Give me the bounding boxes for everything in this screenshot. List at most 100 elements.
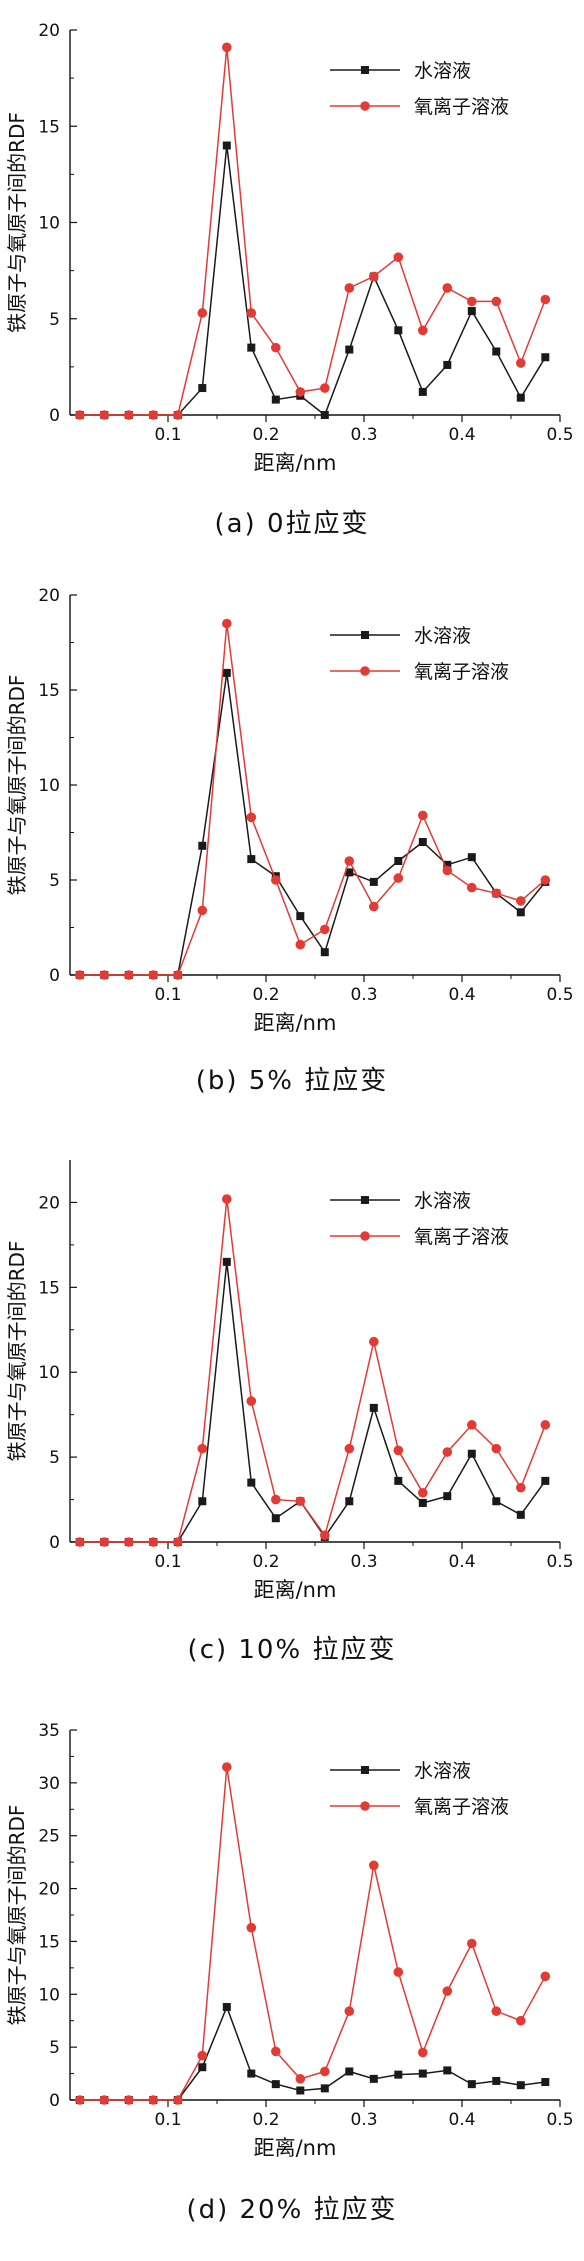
data-point-series-1 (222, 1257, 231, 1266)
legend-label-2: 氧离子溶液 (414, 661, 509, 683)
data-point-series-2 (418, 1487, 428, 1498)
y-tick-label: 25 (38, 1827, 60, 1847)
data-point-series-2 (246, 1922, 257, 1933)
data-point-series-2 (246, 812, 257, 823)
data-point-series-1 (418, 838, 427, 846)
data-point-series-2 (393, 252, 404, 262)
data-point-series-1 (296, 2086, 305, 2095)
data-point-series-2 (516, 358, 526, 368)
x-axis-label: 距离/nm (254, 2136, 337, 2160)
y-tick-label: 20 (38, 1193, 60, 1213)
data-point-series-2 (75, 2095, 85, 2105)
data-point-series-1 (443, 360, 452, 369)
x-tick-label: 0.2 (252, 1552, 279, 1572)
y-tick-label: 0 (49, 2091, 60, 2111)
y-axis-label: 铁原子与氧原子间的RDF (5, 112, 29, 333)
x-tick-label: 0.2 (252, 985, 279, 1005)
legend-marker-2 (360, 101, 370, 111)
x-tick-label: 0.1 (154, 1552, 181, 1572)
data-point-series-1 (198, 2063, 207, 2072)
legend-marker-1 (361, 66, 369, 74)
data-point-series-2 (124, 1537, 134, 1547)
data-point-series-2 (418, 2047, 428, 2058)
y-tick-label: 10 (38, 1363, 60, 1383)
data-point-series-2 (197, 2050, 208, 2061)
legend-marker-2 (360, 1231, 370, 1241)
data-point-series-2 (271, 875, 281, 885)
data-point-series-1 (222, 2002, 231, 2011)
legend-label-2: 氧离子溶液 (414, 1796, 509, 1818)
x-tick-label: 0.5 (546, 425, 573, 445)
data-point-series-2 (271, 1494, 281, 1505)
series-line-1 (79, 1261, 546, 1543)
x-tick-label: 0.3 (350, 425, 377, 445)
data-point-series-1 (198, 1497, 207, 1506)
data-point-series-2 (467, 296, 477, 307)
data-point-series-1 (320, 411, 329, 419)
legend-label-2: 氧离子溶液 (414, 96, 509, 118)
data-point-series-2 (393, 873, 404, 883)
data-point-series-2 (99, 970, 110, 980)
y-tick-label: 20 (38, 21, 60, 41)
data-point-series-2 (222, 1194, 232, 1204)
data-point-series-2 (124, 2095, 134, 2105)
y-tick-label: 15 (38, 681, 60, 701)
y-tick-label: 10 (38, 1985, 60, 2005)
data-point-series-2 (467, 1938, 477, 1949)
legend-marker-1 (361, 1196, 369, 1204)
data-point-series-2 (271, 342, 281, 353)
data-point-series-1 (247, 2069, 256, 2078)
data-point-series-1 (394, 857, 403, 865)
data-point-series-1 (320, 948, 329, 957)
data-point-series-2 (173, 970, 183, 980)
data-point-series-2 (491, 1443, 502, 1454)
data-point-series-2 (320, 924, 330, 935)
x-tick-label: 0.4 (448, 1552, 475, 1572)
x-tick-label: 0.1 (154, 425, 181, 445)
data-point-series-1 (345, 2067, 354, 2076)
data-point-series-2 (393, 1445, 404, 1456)
data-point-series-1 (345, 868, 354, 877)
y-tick-label: 0 (49, 966, 60, 986)
data-point-series-2 (124, 410, 134, 420)
x-tick-label: 0.4 (448, 2110, 475, 2130)
data-point-series-1 (247, 855, 256, 864)
x-tick-label: 0.4 (448, 425, 475, 445)
data-point-series-1 (467, 853, 476, 862)
y-tick-label: 5 (49, 310, 60, 330)
series-line-2 (79, 1198, 546, 1543)
data-point-series-1 (345, 1497, 354, 1506)
data-point-series-2 (344, 856, 355, 866)
y-tick-label: 10 (38, 776, 60, 796)
x-tick-label: 0.5 (546, 985, 573, 1005)
data-point-series-2 (295, 1496, 306, 1507)
data-point-series-2 (442, 865, 453, 876)
x-tick-label: 0.5 (546, 2110, 573, 2130)
data-point-series-1 (394, 326, 403, 335)
data-point-series-1 (222, 668, 231, 677)
data-point-series-2 (442, 1447, 453, 1457)
x-axis-label: 距离/nm (254, 451, 337, 475)
y-tick-label: 15 (38, 1278, 60, 1298)
data-point-series-1 (516, 393, 525, 402)
data-point-series-1 (541, 353, 550, 362)
y-tick-label: 10 (38, 214, 60, 234)
data-point-series-1 (222, 141, 231, 150)
data-point-series-2 (467, 882, 477, 893)
data-point-series-2 (516, 896, 526, 906)
data-point-series-1 (467, 1449, 476, 1458)
x-tick-label: 0.2 (252, 2110, 279, 2130)
data-point-series-2 (222, 1762, 232, 1772)
data-point-series-1 (516, 908, 525, 917)
data-point-series-2 (148, 410, 159, 420)
data-point-series-2 (295, 387, 306, 397)
x-tick-label: 0.5 (546, 1552, 573, 1572)
data-point-series-1 (418, 2069, 427, 2078)
y-tick-label: 0 (49, 406, 60, 426)
legend-marker-1 (361, 631, 369, 639)
rdf-chart-1: 0 5 10 15 20 0.1 0.2 0.3 0.4 0.5 距离/nm 铁原子与氧原子间的RDF… (5, 21, 574, 539)
data-point-series-1 (247, 343, 256, 352)
data-point-series-1 (271, 1514, 280, 1523)
data-point-series-1 (492, 347, 501, 356)
